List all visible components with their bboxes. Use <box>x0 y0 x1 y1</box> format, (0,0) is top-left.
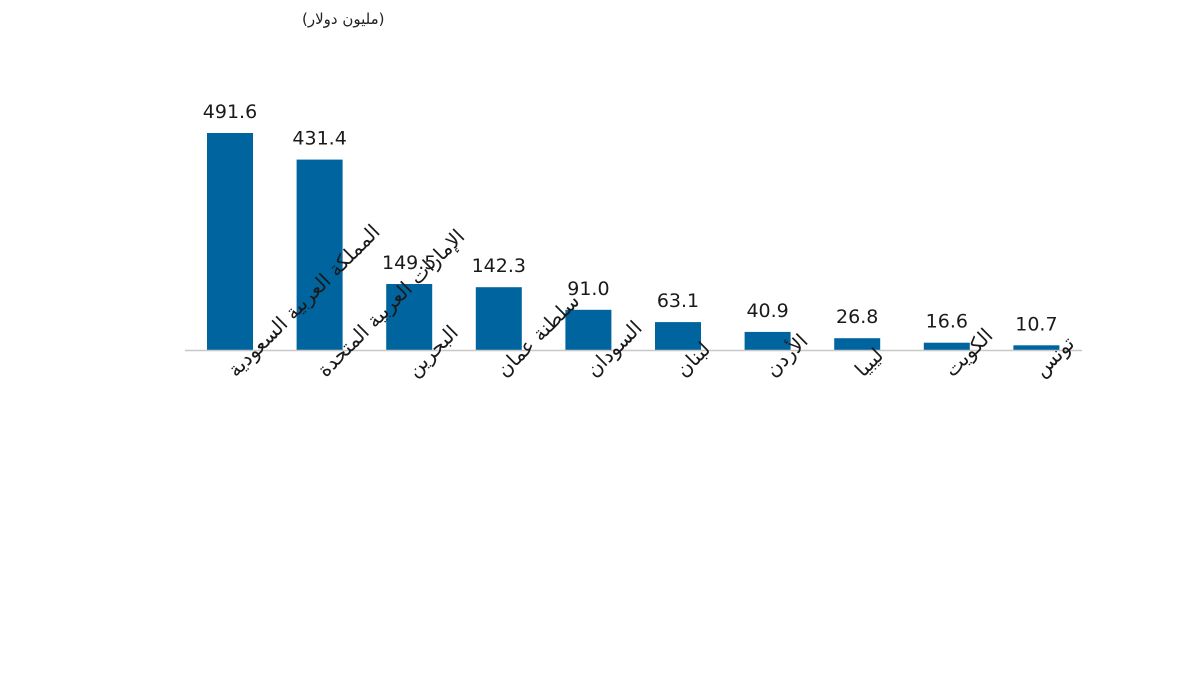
value-label-8: 26.8 <box>836 306 878 328</box>
bar-5 <box>565 309 612 350</box>
value-label-2: 431.4 <box>292 128 346 150</box>
bar-10 <box>1013 345 1060 350</box>
value-label-10: 10.7 <box>1015 313 1057 335</box>
value-label-3: 149.5 <box>382 252 436 274</box>
value-label-1: 491.6 <box>203 101 257 123</box>
value-labels-group: 491.6 431.4 149.5 142.3 91.0 63.1 40.9 26.8 16.6… <box>203 101 1058 335</box>
bar-3 <box>386 284 433 350</box>
value-label-7: 40.9 <box>746 300 788 322</box>
unit-label: (مليون دولار) <box>302 10 385 28</box>
value-label-9: 16.6 <box>926 311 968 333</box>
bar-9 <box>923 342 970 350</box>
bar-1 <box>207 133 253 350</box>
value-label-6: 63.1 <box>657 290 699 312</box>
bar-7 <box>744 331 791 350</box>
value-label-4: 142.3 <box>472 255 526 277</box>
bar-6 <box>655 322 701 350</box>
category-label-10: تونس <box>1029 331 1079 381</box>
value-label-5: 91.0 <box>567 278 609 300</box>
bar-2 <box>296 159 343 350</box>
bar-8 <box>834 338 881 350</box>
bars-group <box>207 133 1060 350</box>
bar-4 <box>475 287 522 350</box>
